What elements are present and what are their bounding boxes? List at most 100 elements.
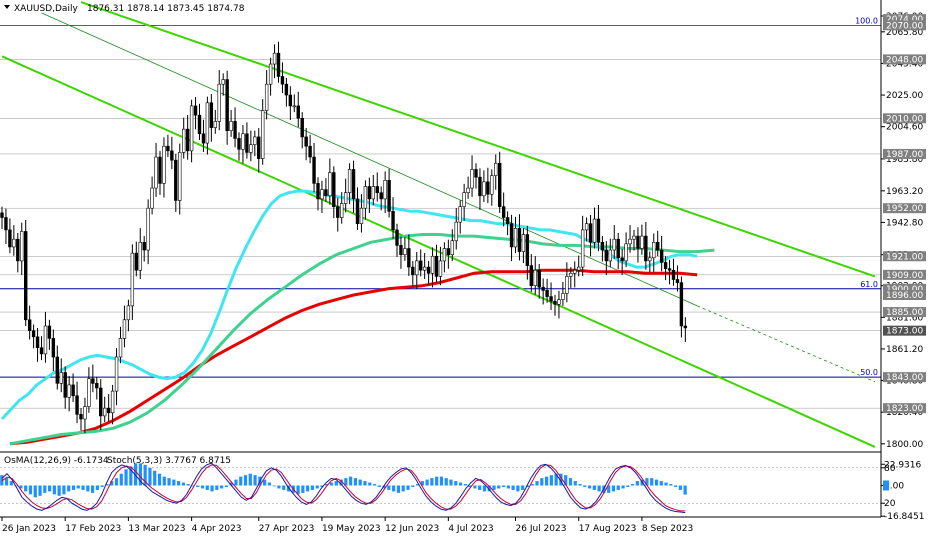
osma-bar [597,485,601,492]
candle-body [245,133,249,153]
candle [659,235,664,272]
candle [604,241,609,276]
osma-bar [473,485,477,489]
candle [209,93,214,142]
osma-bar [167,478,171,486]
candle [379,186,383,211]
candle-body [533,269,537,287]
osma-bar [669,484,673,486]
osma-bar [659,481,663,486]
osma-bar [444,478,448,486]
osma-bar [401,485,405,492]
candle [213,109,217,134]
candle-body [545,290,549,297]
price-pane[interactable]: 100.0 61.0 50.0 [0,1,881,448]
candle-body [620,257,624,262]
candle [79,408,83,431]
candle [114,348,119,406]
candle [675,265,680,292]
osma-bar [177,481,181,486]
candle-body [596,218,601,243]
candle [652,233,656,272]
osma-bar [497,485,501,489]
osma-bar [267,482,272,486]
osma-bar [511,485,515,490]
candle [142,236,146,262]
candle [628,225,632,253]
candle [249,130,253,162]
candle [31,324,36,349]
osma-bar [215,485,219,490]
candle-body [197,114,202,135]
candle-body [675,279,680,283]
candle-body [158,156,162,184]
candle-body [106,407,111,414]
candle-body [537,269,541,288]
osma-bar [282,485,286,490]
price-tick-label: 1942.80 [886,218,923,228]
osma-bar [306,485,310,492]
candle [371,175,375,206]
candle-body [648,257,652,262]
candle [201,119,206,152]
candle-body [509,223,514,248]
time-tick-label: 19 May 2023 [322,524,381,534]
candle [632,229,636,251]
candle [529,254,534,292]
candle-body [667,268,672,271]
osma-bar [415,484,420,486]
candle [39,336,44,361]
osma-bar [592,485,596,490]
candle [134,241,138,277]
osma-bar [124,469,128,486]
candle [620,248,624,276]
dropdown-triangle-icon[interactable] [4,5,10,9]
osma-bar [358,479,362,486]
osma-bar [654,479,659,486]
osma-bar [353,478,358,486]
osma-bar [100,485,104,487]
candle [63,366,67,409]
osma-bar [430,478,434,486]
osma-bar [95,485,99,490]
price-label-box [883,372,926,383]
candle [355,187,360,230]
osma-bar [616,485,620,490]
candle-body [320,189,324,200]
candle [288,86,293,121]
candle [35,328,40,362]
candle-body [118,338,123,358]
osma-bar [368,482,372,486]
osma-bar [630,484,635,486]
candle-body [517,228,522,252]
osma-bar [315,485,319,489]
candle-body [359,207,364,224]
osma-bar [172,479,176,486]
candle [20,222,24,276]
candle-body [395,229,399,246]
osma-bar [143,464,147,486]
price-label: 1885.00 [886,308,923,318]
candle [308,134,312,164]
candle-body [328,172,332,197]
oscillator-pane[interactable] [0,462,881,514]
candle-body [549,296,553,302]
osma-bar [525,485,530,487]
candle [55,345,60,390]
candle [541,278,545,305]
candle-body [114,356,119,392]
osma-bar [492,485,496,490]
osma-bar [105,484,109,486]
osma-bar [301,485,305,493]
candle [320,180,324,214]
osma-bar [57,485,61,496]
candle-body [663,262,668,269]
candle [474,163,478,189]
osma-bar [205,485,209,490]
candle [415,252,419,289]
osma-bar [439,476,444,486]
price-label-box [883,269,926,280]
osma-bar [587,485,592,489]
